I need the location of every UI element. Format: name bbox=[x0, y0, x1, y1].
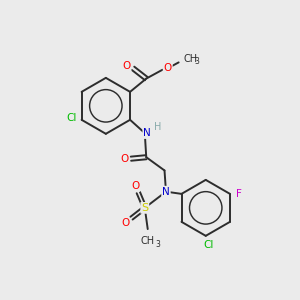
Text: CH: CH bbox=[141, 236, 155, 245]
Text: O: O bbox=[131, 181, 140, 191]
Text: S: S bbox=[141, 203, 148, 213]
Text: 3: 3 bbox=[194, 57, 199, 66]
Text: CH: CH bbox=[184, 55, 198, 64]
Text: N: N bbox=[162, 187, 170, 197]
Text: N: N bbox=[143, 128, 151, 138]
Text: F: F bbox=[236, 189, 242, 199]
Text: O: O bbox=[164, 63, 172, 73]
Text: O: O bbox=[122, 61, 130, 71]
Text: O: O bbox=[121, 218, 129, 229]
Text: O: O bbox=[120, 154, 129, 164]
Text: Cl: Cl bbox=[66, 113, 76, 123]
Text: H: H bbox=[154, 122, 162, 132]
Text: 3: 3 bbox=[155, 240, 160, 249]
Text: Cl: Cl bbox=[203, 240, 214, 250]
